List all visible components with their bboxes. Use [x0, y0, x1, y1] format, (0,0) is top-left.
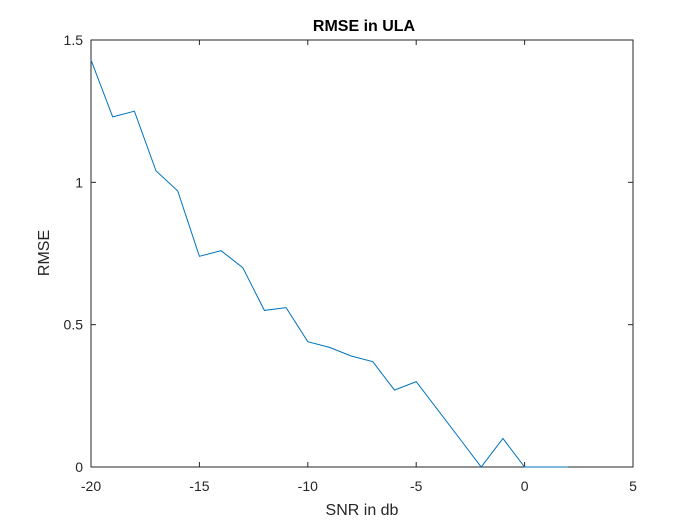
axis-ticks: [90, 39, 634, 468]
y-tick-label: 1: [75, 174, 83, 190]
x-tick-label: 5: [629, 478, 637, 494]
chart-title: RMSE in ULA: [313, 18, 416, 35]
x-tick-label: -10: [298, 478, 318, 494]
x-axis-label: SNR in db: [326, 502, 399, 519]
y-tick-labels: 0 0.5 1 1.5: [64, 32, 84, 475]
y-axis-label: RMSE: [36, 230, 53, 276]
x-tick-label: -20: [81, 478, 101, 494]
y-tick-label: 1.5: [64, 32, 84, 48]
x-tick-label: -15: [189, 478, 209, 494]
x-tick-label: 0: [521, 478, 529, 494]
x-tick-labels: -20 -15 -10 -5 0 5: [81, 478, 637, 494]
x-tick-label: -5: [410, 478, 423, 494]
y-tick-label: 0.5: [64, 317, 84, 333]
series-group: [90, 59, 568, 468]
y-tick-label: 0: [75, 459, 83, 475]
series-line: [90, 59, 568, 468]
plot-frame: [90, 39, 634, 468]
